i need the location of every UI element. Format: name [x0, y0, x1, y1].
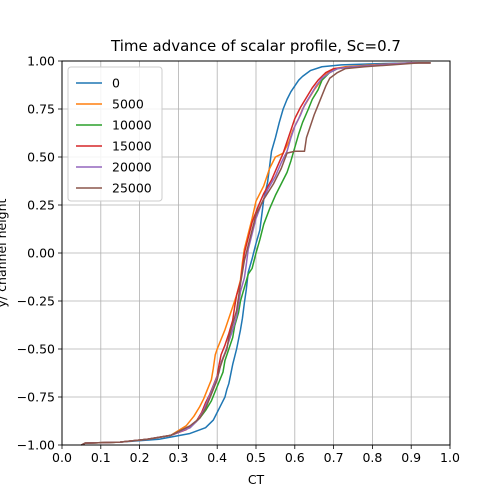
- axis-ticks: 0.0 0.1 0.2 0.3 0.4 0.5 0.6 0.7 0.8 0.9 1.0 1.00 0.7…: [17, 54, 460, 466]
- x-tick-label: 0.8: [362, 450, 382, 465]
- legend: 0 5000 10000 15000 20000 25000: [67, 66, 163, 202]
- x-axis-label: CT: [248, 472, 265, 487]
- y-axis-label: y/ channel height: [0, 198, 9, 307]
- series-line-25000: [81, 62, 431, 446]
- legend-entry-label: 5000: [112, 97, 144, 112]
- y-tick-label: 0.75: [27, 102, 55, 117]
- legend-entry-label: 10000: [112, 118, 152, 133]
- x-tick-label: 0.7: [324, 450, 344, 465]
- chart-title: Time advance of scalar profile, Sc=0.7: [110, 37, 401, 55]
- series-line-10000: [81, 62, 431, 446]
- x-tick-label: 0.4: [207, 450, 227, 465]
- y-tick-label: −0.25: [17, 294, 55, 309]
- x-tick-label: 1.0: [440, 450, 460, 465]
- y-tick-label: −0.50: [17, 342, 55, 357]
- x-tick-label: 0.6: [285, 450, 305, 465]
- y-tick-label: −1.00: [17, 438, 55, 453]
- series-lines: [81, 62, 431, 446]
- legend-entry-label: 15000: [112, 139, 152, 154]
- y-tick-label: 0.00: [27, 246, 55, 261]
- legend-entry-label: 0: [112, 76, 120, 91]
- x-tick-label: 0.3: [168, 450, 188, 465]
- series-line-0: [81, 62, 431, 446]
- x-tick-label: 0.1: [91, 450, 111, 465]
- legend-entry-label: 25000: [112, 181, 152, 196]
- x-tick-label: 0.9: [401, 450, 421, 465]
- x-tick-label: 0.5: [246, 450, 266, 465]
- y-tick-label: −0.75: [17, 390, 55, 405]
- y-tick-label: 0.25: [27, 198, 55, 213]
- x-tick-label: 0.0: [52, 450, 72, 465]
- x-tick-label: 0.2: [130, 450, 150, 465]
- y-tick-label: 0.50: [27, 150, 55, 165]
- y-tick-label: 1.00: [27, 54, 55, 69]
- legend-entry-label: 20000: [112, 160, 152, 175]
